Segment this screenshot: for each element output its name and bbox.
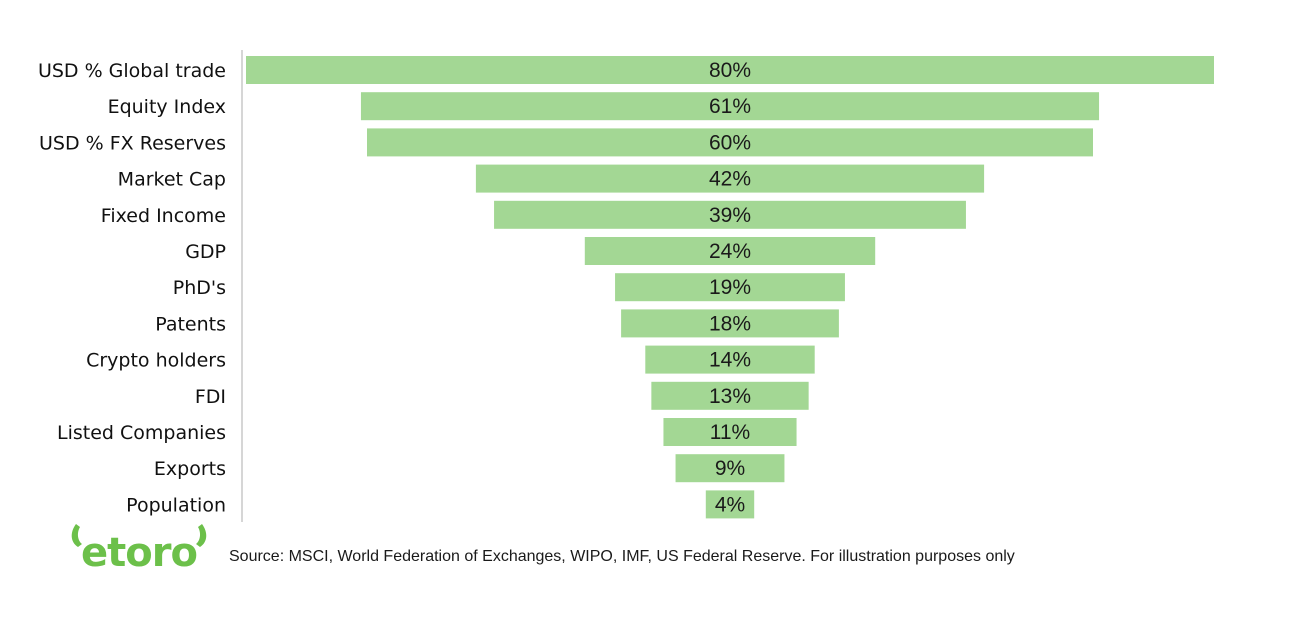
- bar: [615, 273, 845, 302]
- logo-wordmark: etoro: [81, 530, 197, 570]
- logo-right-horn-icon: [196, 524, 207, 547]
- source-note: Source: MSCI, World Federation of Exchan…: [229, 548, 1015, 565]
- category-label: Listed Companies: [57, 422, 226, 444]
- bar: [645, 345, 815, 374]
- value-label: 9%: [715, 457, 745, 480]
- value-label: 11%: [710, 421, 750, 444]
- category-label: USD % FX Reserves: [39, 132, 226, 154]
- bar: [584, 237, 876, 265]
- category-labels-layer: USD % Global trade Equity Index USD % FX R…: [38, 60, 226, 516]
- value-label: 61%: [709, 95, 751, 118]
- bar: [705, 490, 755, 519]
- value-label: 14%: [709, 349, 751, 372]
- etoro-logo: etoro: [71, 524, 207, 570]
- value-label: 60%: [709, 131, 751, 154]
- bar: [675, 454, 785, 483]
- bar: [663, 418, 797, 446]
- bar: [246, 56, 1214, 84]
- category-label: PhD's: [173, 277, 226, 299]
- category-label: Equity Index: [108, 96, 226, 118]
- category-label: USD % Global trade: [38, 60, 226, 82]
- logo-left-horn-icon: [71, 524, 82, 547]
- bar: [360, 92, 1100, 121]
- bars-layer: [246, 56, 1214, 519]
- value-label: 18%: [709, 312, 751, 335]
- bar: [494, 200, 966, 229]
- category-label: Patents: [155, 313, 226, 335]
- value-label: 19%: [709, 276, 751, 299]
- funnel-bar-chart: USD % Global trade Equity Index USD % FX R…: [38, 50, 1214, 522]
- bar: [475, 164, 985, 193]
- value-label: 39%: [709, 204, 751, 227]
- category-label: Market Cap: [118, 169, 226, 191]
- value-label: 13%: [709, 385, 751, 408]
- value-label: 80%: [709, 59, 751, 82]
- bar: [621, 309, 839, 338]
- bar: [651, 381, 809, 410]
- value-label: 42%: [709, 168, 751, 191]
- value-labels-layer: 80% 61% 60% 42% 39% 24% 19% 18% 14% 13% 11% 9% 4%: [709, 59, 751, 516]
- category-label: GDP: [185, 241, 226, 263]
- category-label: Exports: [154, 458, 226, 480]
- bar: [367, 128, 1093, 157]
- category-label: Population: [126, 494, 226, 516]
- value-label: 4%: [715, 493, 745, 516]
- category-label: FDI: [195, 386, 226, 408]
- category-label: Crypto holders: [86, 350, 226, 372]
- value-label: 24%: [709, 240, 751, 263]
- category-label: Fixed Income: [101, 205, 226, 227]
